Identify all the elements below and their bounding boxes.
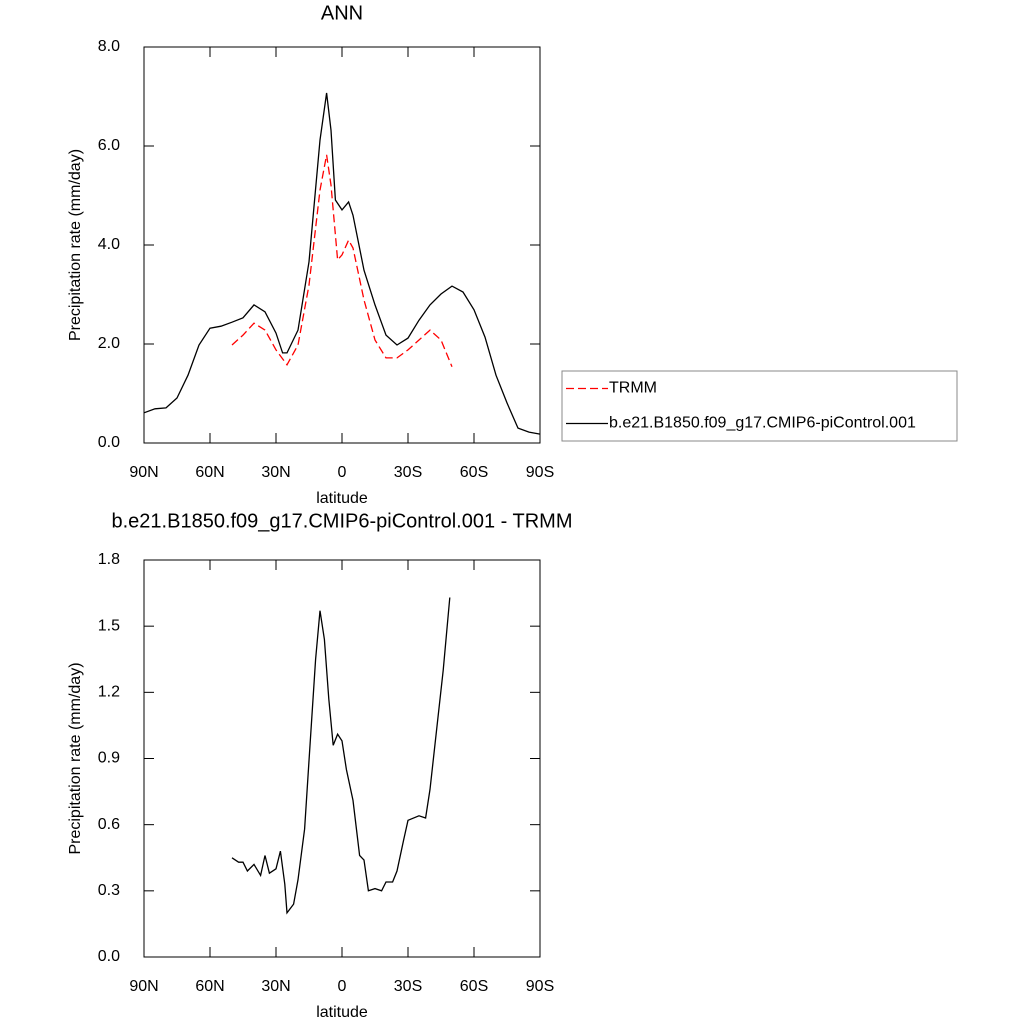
y-tick-label: 0.9 [98, 750, 120, 767]
y-tick-label: 0.0 [98, 434, 120, 451]
chart-title: b.e21.B1850.f09_g17.CMIP6-piControl.001 … [112, 510, 573, 532]
y-tick-label: 1.2 [98, 684, 120, 701]
y-tick-label: 2.0 [98, 335, 120, 352]
x-tick-label: 30S [394, 464, 422, 481]
x-tick-label: 90N [129, 464, 158, 481]
x-tick-label: 90N [129, 978, 158, 995]
y-tick-label: 0.0 [98, 948, 120, 965]
legend-box [561, 370, 958, 442]
data-line [231, 154, 453, 368]
x-tick-label: 90S [526, 978, 554, 995]
plot-frame [143, 46, 541, 444]
x-tick-label: 30N [261, 464, 290, 481]
x-tick-label: 60N [195, 464, 224, 481]
x-tick-label: 0 [338, 464, 347, 481]
data-line [143, 92, 541, 435]
y-tick-label: 1.8 [98, 551, 120, 568]
y-tick-label: 4.0 [98, 236, 120, 253]
x-axis-label: latitude [316, 490, 368, 507]
y-tick-label: 1.5 [98, 617, 120, 634]
y-tick-label: 0.3 [98, 882, 120, 899]
x-tick-label: 60S [460, 978, 488, 995]
x-tick-label: 90S [526, 464, 554, 481]
x-axis-label: latitude [316, 1004, 368, 1021]
plot-frame [143, 559, 541, 958]
data-line [231, 597, 451, 915]
y-tick-label: 8.0 [98, 38, 120, 55]
y-tick-label: 0.6 [98, 816, 120, 833]
x-tick-label: 30N [261, 978, 290, 995]
y-axis-label: Precipitation rate (mm/day) [67, 662, 84, 854]
y-axis-label: Precipitation rate (mm/day) [67, 149, 84, 341]
x-tick-label: 30S [394, 978, 422, 995]
legend-label: b.e21.B1850.f09_g17.CMIP6-piControl.001 [609, 415, 916, 432]
x-tick-label: 0 [338, 978, 347, 995]
x-tick-label: 60S [460, 464, 488, 481]
y-tick-label: 6.0 [98, 137, 120, 154]
legend: TRMM b.e21.B1850.f09_g17.CMIP6-piControl.… [561, 370, 958, 442]
chart-title: ANN [321, 2, 363, 24]
x-tick-label: 60N [195, 978, 224, 995]
legend-label: TRMM [609, 380, 657, 397]
